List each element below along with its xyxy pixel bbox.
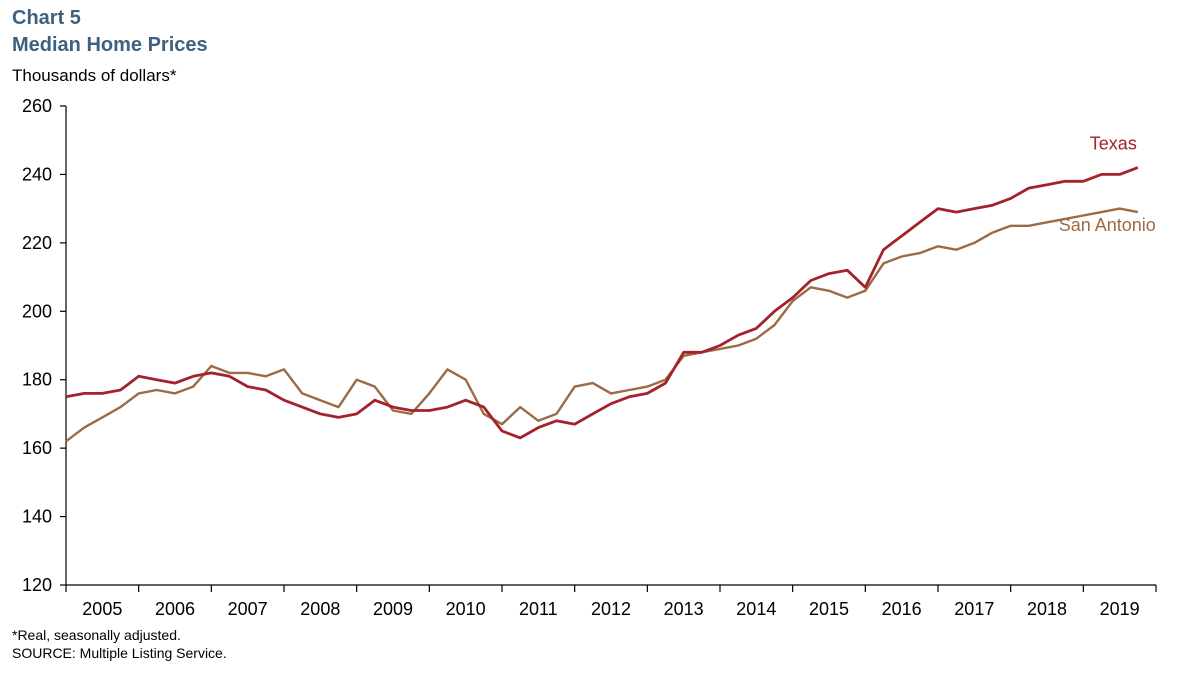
x-tick-label: 2017: [954, 599, 994, 619]
series-labels: Texas San Antonio: [1059, 134, 1156, 235]
axes: 120 140 160 180 200 220 240 260 2005 2006 2007 2008…: [22, 96, 1157, 619]
y-tick-label: 260: [22, 96, 52, 116]
y-axis-units-label: Thousands of dollars*: [12, 66, 177, 85]
y-tick-label: 220: [22, 233, 52, 253]
y-tick-label: 180: [22, 370, 52, 390]
series-line-texas: [65, 166, 1139, 440]
x-tick-label: 2007: [228, 599, 268, 619]
footnotes: *Real, seasonally adjusted. SOURCE: Mult…: [12, 626, 227, 662]
x-tick-label: 2006: [155, 599, 195, 619]
x-tick-label: 2008: [300, 599, 340, 619]
series-line-san-antonio: [65, 207, 1139, 443]
series-label-san-antonio: San Antonio: [1059, 215, 1156, 235]
x-tick-label: 2009: [373, 599, 413, 619]
x-tick-label: 2015: [809, 599, 849, 619]
y-tick-label: 120: [22, 575, 52, 595]
x-tick-label: 2005: [82, 599, 122, 619]
chart-number: Chart 5: [12, 7, 81, 29]
x-tick-label: 2013: [664, 599, 704, 619]
series-lines: [65, 166, 1139, 443]
x-tick-label: 2012: [591, 599, 631, 619]
y-tick-label: 160: [22, 438, 52, 458]
x-tick-label: 2010: [446, 599, 486, 619]
footnote-source: SOURCE: Multiple Listing Service.: [12, 645, 227, 661]
footnote-real: *Real, seasonally adjusted.: [12, 627, 181, 643]
y-tick-label: 200: [22, 301, 52, 321]
x-tick-label: 2016: [882, 599, 922, 619]
chart-heading: Chart 5 Median Home Prices: [12, 5, 208, 59]
chart-title: Median Home Prices: [12, 34, 208, 56]
x-tick-label: 2011: [519, 599, 558, 619]
series-label-texas: Texas: [1090, 134, 1137, 154]
y-tick-label: 140: [22, 507, 52, 527]
x-tick-label: 2018: [1027, 599, 1067, 619]
y-tick-label: 240: [22, 164, 52, 184]
x-tick-label: 2014: [736, 599, 776, 619]
x-tick-label: 2019: [1100, 599, 1140, 619]
